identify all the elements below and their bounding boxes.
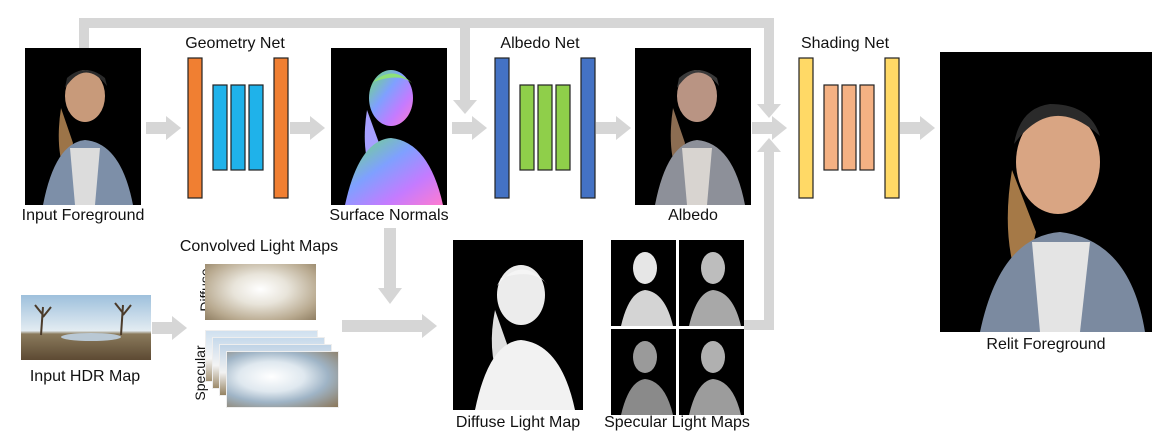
specular-light-map <box>611 329 676 415</box>
shading-net-block <box>798 57 900 199</box>
geometry-net-outer-layer <box>273 57 289 199</box>
geometry-net-title: Geometry Net <box>185 35 285 52</box>
diffuse-convolved-map <box>205 264 316 320</box>
convolved-light-maps-title: Convolved Light Maps <box>179 238 339 255</box>
input-foreground-label: Input Foreground <box>21 207 145 224</box>
geometry-net-inner-layer <box>248 84 264 171</box>
specular-light-maps-label: Specular Light Maps <box>604 414 750 431</box>
specular-light-map <box>679 329 744 415</box>
relit-foreground-label: Relit Foreground <box>986 336 1106 353</box>
albedo-label: Albedo <box>668 207 718 224</box>
surface-normals-label: Surface Normals <box>329 207 449 224</box>
albedo-net-inner-layer <box>537 84 553 171</box>
albedo-net-inner-layer <box>519 84 535 171</box>
geometry-net-inner-layer <box>230 84 246 171</box>
albedo-net-title: Albedo Net <box>500 35 580 52</box>
shading-net-inner-layer <box>859 84 875 171</box>
albedo-net-block <box>494 57 596 199</box>
input-hdr-map-image <box>21 295 151 360</box>
albedo-net-inner-layer <box>555 84 571 171</box>
shading-net-title: Shading Net <box>800 35 890 52</box>
input-foreground-image <box>25 48 141 205</box>
input-hdr-map-label: Input HDR Map <box>29 368 141 385</box>
geometry-net-inner-layer <box>212 84 228 171</box>
specular-light-map <box>611 240 676 326</box>
shading-net-outer-layer <box>884 57 900 199</box>
specular-map-layer <box>226 351 339 408</box>
shading-net-inner-layer <box>823 84 839 171</box>
geometry-net-block <box>187 57 289 199</box>
surface-normals-image <box>331 48 447 205</box>
shading-net-outer-layer <box>798 57 814 199</box>
shading-net-inner-layer <box>841 84 857 171</box>
albedo-net-outer-layer <box>580 57 596 199</box>
diffuse-light-map-label: Diffuse Light Map <box>455 414 581 431</box>
specular-light-map <box>679 240 744 326</box>
geometry-net-outer-layer <box>187 57 203 199</box>
relit-foreground-image <box>940 52 1152 332</box>
diffuse-light-map-image <box>453 240 583 410</box>
albedo-net-outer-layer <box>494 57 510 199</box>
albedo-image <box>635 48 751 205</box>
